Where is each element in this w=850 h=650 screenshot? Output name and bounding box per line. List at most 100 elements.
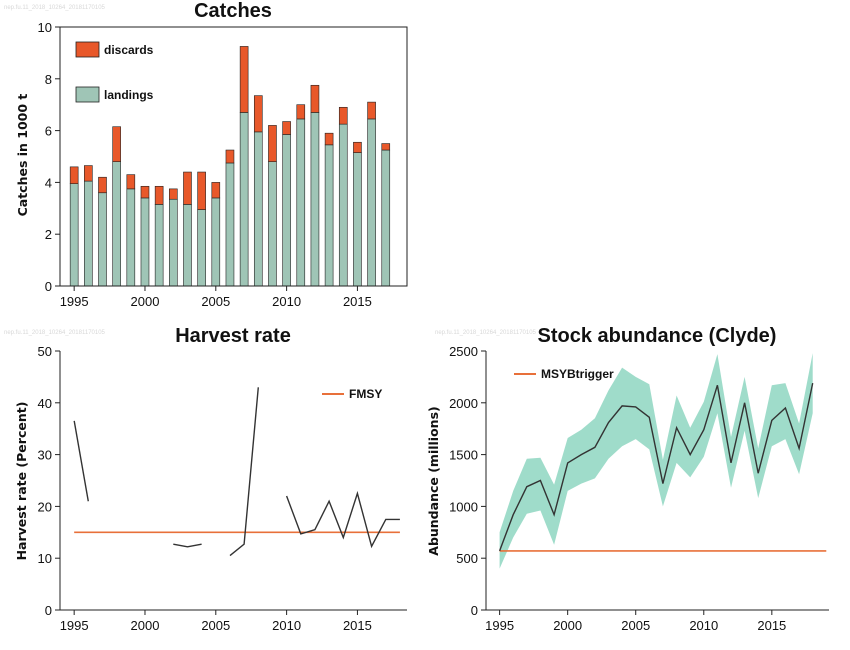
catches-frame bbox=[59, 26, 408, 287]
bar-discards bbox=[169, 188, 178, 200]
abundance-y-label: Abundance (millions) bbox=[426, 406, 441, 555]
bar-landings bbox=[367, 118, 376, 287]
catches-x-tick-label: 1995 bbox=[60, 294, 89, 309]
bar-discards bbox=[84, 165, 93, 182]
harvest-y-tick-label: 20 bbox=[38, 499, 52, 514]
harvest-x-tick-label: 2010 bbox=[272, 618, 301, 633]
bar-discards bbox=[324, 132, 334, 146]
watermark-top: nep.fu.11_2018_10264_20181170105 bbox=[4, 5, 106, 11]
bar-landings bbox=[197, 209, 206, 287]
harvest-rate-line bbox=[73, 420, 89, 502]
catches-bars bbox=[69, 46, 391, 287]
bar-discards bbox=[197, 171, 206, 210]
bar-discards bbox=[338, 106, 348, 125]
harvest-axes: 0 10 20 30 40 50 1995 2000 2005 2010 2015 bbox=[38, 344, 407, 633]
bar-discards bbox=[367, 101, 376, 120]
bar-landings bbox=[310, 112, 320, 287]
bar-discards bbox=[98, 176, 107, 194]
legend-discards-swatch bbox=[75, 41, 100, 58]
catches-panel: Catches Catches in 1000 t 0 2 4 6 8 10 1995 200… bbox=[15, 0, 408, 309]
abundance-y-tick-label: 2000 bbox=[449, 396, 478, 411]
bar-discards bbox=[296, 104, 306, 120]
harvest-x-tick-label: 2005 bbox=[201, 618, 230, 633]
catches-x-tick-label: 2010 bbox=[272, 294, 301, 309]
harvest-y-label: Harvest rate (Percent) bbox=[14, 402, 29, 561]
bar-discards bbox=[154, 185, 164, 205]
catches-y-tick-label: 2 bbox=[45, 227, 52, 242]
abundance-plot bbox=[498, 353, 827, 569]
catches-y-tick-label: 8 bbox=[45, 72, 52, 87]
abundance-y-tick-label: 500 bbox=[456, 551, 478, 566]
watermark-left: nep.fu.11_2018_10264_20181170105 bbox=[4, 330, 106, 336]
confidence-band bbox=[499, 353, 813, 569]
catches-title: Catches bbox=[194, 0, 272, 22]
harvest-x-tick-label: 2015 bbox=[343, 618, 372, 633]
harvest-rate-line bbox=[285, 490, 400, 549]
bar-landings bbox=[253, 131, 263, 287]
bar-discards bbox=[225, 149, 235, 164]
abundance-y-tick-label: 1000 bbox=[449, 499, 478, 514]
abundance-panel: Stock abundance (Clyde) Abundance (milli… bbox=[426, 325, 829, 633]
bar-landings bbox=[69, 183, 79, 287]
bar-landings bbox=[324, 144, 334, 287]
harvest-panel: Harvest rate Harvest rate (Percent) 0 10 2… bbox=[14, 325, 407, 633]
bar-discards bbox=[239, 46, 249, 113]
legend-discards-label: discards bbox=[104, 43, 154, 57]
bar-discards bbox=[183, 171, 192, 205]
bar-discards bbox=[140, 185, 150, 199]
abundance-x-tick-label: 2005 bbox=[621, 618, 650, 633]
harvest-rate-line bbox=[173, 543, 202, 548]
bar-landings bbox=[183, 204, 192, 287]
bar-discards bbox=[253, 95, 263, 133]
harvest-y-tick-label: 50 bbox=[38, 344, 52, 359]
legend-landings-label: landings bbox=[104, 88, 154, 102]
harvest-x-tick-label: 2000 bbox=[131, 618, 160, 633]
harvest-y-tick-label: 10 bbox=[38, 551, 52, 566]
bar-landings bbox=[381, 149, 391, 287]
abundance-x-tick-label: 2015 bbox=[757, 618, 786, 633]
bar-landings bbox=[282, 134, 291, 287]
legend-msy-label: MSYBtrigger bbox=[541, 367, 614, 381]
bar-landings bbox=[268, 161, 277, 287]
catches-x-tick-label: 2005 bbox=[201, 294, 230, 309]
harvest-legend: FMSY bbox=[322, 387, 382, 401]
legend-landings-swatch bbox=[75, 86, 100, 103]
bar-landings bbox=[98, 192, 107, 287]
bar-discards bbox=[353, 141, 362, 153]
bar-landings bbox=[353, 152, 362, 287]
harvest-y-tick-label: 30 bbox=[38, 448, 52, 463]
catches-x-tick-label: 2000 bbox=[131, 294, 160, 309]
abundance-line bbox=[498, 382, 814, 552]
harvest-lines bbox=[73, 387, 400, 557]
bar-discards bbox=[310, 84, 320, 113]
catches-x-tick-label: 2015 bbox=[343, 294, 372, 309]
bar-landings bbox=[239, 112, 249, 287]
abundance-legend: MSYBtrigger bbox=[514, 367, 614, 381]
catches-y-label: Catches in 1000 t bbox=[15, 94, 30, 217]
harvest-y-tick-label: 0 bbox=[45, 603, 52, 618]
watermark-right: nep.fu.11_2018_10264_20181170105 bbox=[435, 330, 537, 336]
bar-landings bbox=[112, 161, 121, 287]
abundance-y-tick-label: 2500 bbox=[449, 344, 478, 359]
bar-discards bbox=[282, 121, 291, 135]
catches-y-tick-label: 4 bbox=[45, 175, 52, 190]
harvest-x-tick-label: 1995 bbox=[60, 618, 89, 633]
abundance-x-tick-label: 1995 bbox=[485, 618, 514, 633]
harvest-y-tick-label: 40 bbox=[38, 396, 52, 411]
bar-discards bbox=[126, 174, 136, 190]
bar-landings bbox=[338, 123, 348, 287]
abundance-y-tick-label: 0 bbox=[471, 603, 478, 618]
catches-y-tick-label: 0 bbox=[45, 279, 52, 294]
bar-discards bbox=[112, 126, 121, 162]
bar-landings bbox=[296, 118, 306, 287]
catches-legend: discards landings bbox=[75, 41, 154, 103]
bar-landings bbox=[126, 188, 136, 287]
catches-axes: 0 2 4 6 8 10 1995 2000 2005 2010 2015 bbox=[38, 20, 372, 309]
legend-fmsy-label: FMSY bbox=[349, 387, 382, 401]
bar-landings bbox=[211, 197, 221, 287]
bar-discards bbox=[381, 143, 391, 151]
harvest-rate-line bbox=[229, 387, 259, 557]
bar-discards bbox=[69, 166, 79, 184]
bar-discards bbox=[211, 182, 221, 199]
